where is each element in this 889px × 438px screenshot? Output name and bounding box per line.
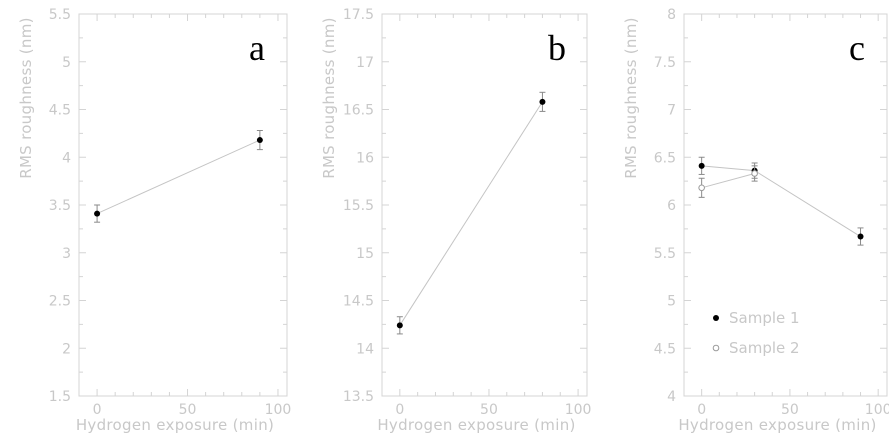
y-tick-label: 4.5 xyxy=(654,341,676,357)
x-tick-label: 0 xyxy=(93,402,102,418)
x-tick-label: 50 xyxy=(179,402,197,418)
y-tick-label: 14 xyxy=(356,341,374,357)
series-1 xyxy=(698,156,864,246)
panel-label: b xyxy=(548,28,566,68)
x-tick-label: 0 xyxy=(395,402,404,418)
y-tick-label: 3.5 xyxy=(49,198,71,214)
data-point xyxy=(256,137,263,144)
y-tick-label: 3 xyxy=(62,246,71,262)
x-tick-label: 100 xyxy=(265,402,292,418)
series-1 xyxy=(94,130,263,223)
y-axis-label: RMS roughness (nm) xyxy=(622,17,640,179)
x-axis-label: Hydrogen exposure (min) xyxy=(76,416,274,434)
y-tick-label: 16.5 xyxy=(343,103,374,119)
x-axis-label: Hydrogen exposure (min) xyxy=(377,416,575,434)
y-tick-label: 15 xyxy=(356,246,374,262)
x-tick-label: 50 xyxy=(781,402,799,418)
y-tick-label: 13.5 xyxy=(343,389,374,405)
x-tick-label: 0 xyxy=(697,402,706,418)
y-tick-label: 16 xyxy=(356,150,374,166)
y-tick-label: 14.5 xyxy=(343,294,374,310)
data-point-open xyxy=(698,184,705,192)
y-tick-label: 2.5 xyxy=(49,294,71,310)
series-line xyxy=(399,101,543,326)
y-axis-label: RMS roughness (nm) xyxy=(17,17,35,179)
y-tick-label: 17.5 xyxy=(343,7,374,23)
data-point xyxy=(698,162,705,169)
legend-marker xyxy=(713,315,719,321)
x-tick-label: 100 xyxy=(565,402,592,418)
x-tick-label: 50 xyxy=(480,402,498,418)
y-tick-label: 2 xyxy=(62,341,71,357)
legend-label: Sample 2 xyxy=(729,339,800,357)
series-line xyxy=(701,173,755,189)
x-tick-label: 100 xyxy=(865,402,889,418)
y-axis-label: RMS roughness (nm) xyxy=(320,17,338,179)
data-point xyxy=(539,98,546,105)
panel-label: c xyxy=(849,28,865,68)
y-tick-label: 6 xyxy=(667,198,676,214)
legend-label: Sample 1 xyxy=(729,309,800,327)
y-tick-label: 5 xyxy=(667,294,676,310)
chart-panel-b: 13.5 14 14.5 15 15.5 16 16.5 17 17.5 0 50 100Hydrog… xyxy=(320,7,591,434)
panel-label: a xyxy=(249,28,265,68)
y-tick-label: 1.5 xyxy=(49,389,71,405)
y-tick-label: 8 xyxy=(667,7,676,23)
y-tick-label: 4.5 xyxy=(49,103,71,119)
x-axis-label: Hydrogen exposure (min) xyxy=(678,416,876,434)
y-tick-label: 7 xyxy=(667,103,676,119)
data-point-open xyxy=(751,170,758,177)
y-tick-label: 5.5 xyxy=(654,246,676,262)
series-1 xyxy=(396,91,546,335)
data-point xyxy=(396,322,403,329)
data-point xyxy=(857,233,864,240)
y-tick-label: 6.5 xyxy=(654,150,676,166)
y-tick-label: 5 xyxy=(62,55,71,71)
legend: Sample 1 Sample 2 xyxy=(712,309,800,357)
y-tick-label: 17 xyxy=(356,55,374,71)
plot-frame xyxy=(78,13,288,397)
y-tick-label: 4 xyxy=(62,150,71,166)
data-point xyxy=(94,210,101,217)
series-line xyxy=(96,139,261,215)
y-tick-label: 15.5 xyxy=(343,198,374,214)
legend-marker-open xyxy=(712,344,720,352)
plot-frame xyxy=(381,13,588,397)
y-tick-label: 5.5 xyxy=(49,7,71,23)
series-2 xyxy=(698,165,758,198)
y-tick-label: 7.5 xyxy=(654,55,676,71)
series-line xyxy=(701,165,861,237)
y-tick-label: 4 xyxy=(667,389,676,405)
